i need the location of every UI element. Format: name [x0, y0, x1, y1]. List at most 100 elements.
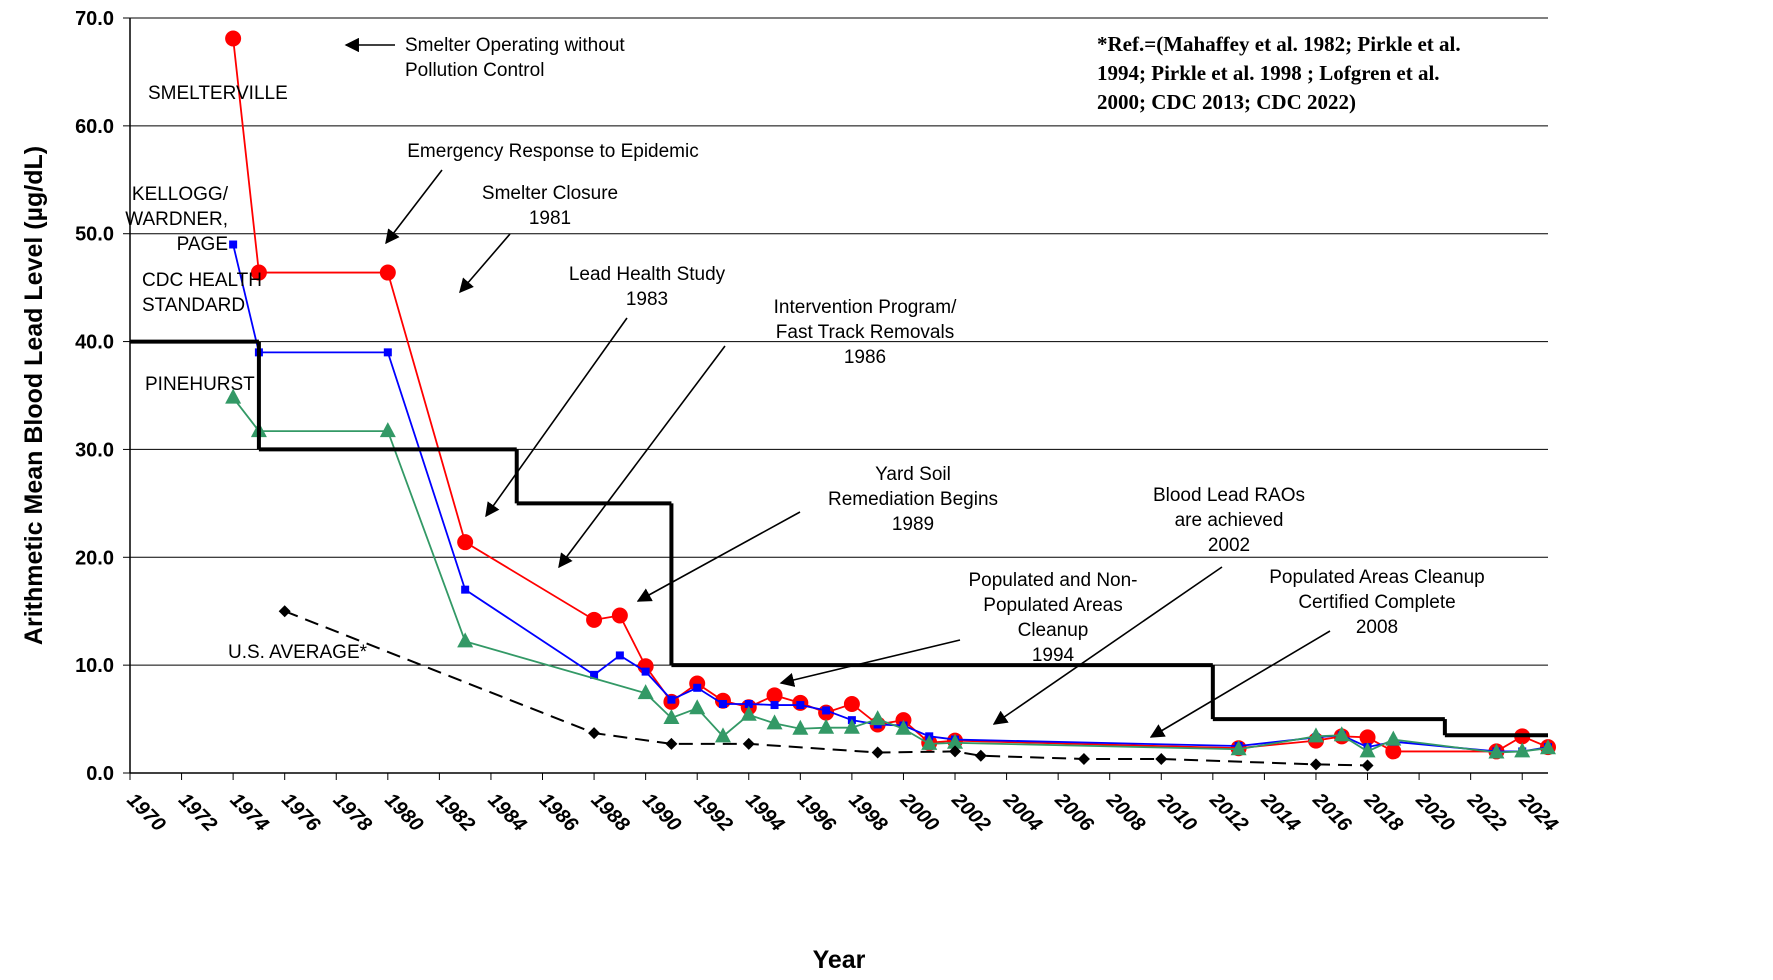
annotation: Smelter Operating without Pollution Cont…: [405, 35, 625, 81]
arrow: [558, 345, 726, 569]
arrow: [779, 639, 961, 687]
marker: [766, 687, 783, 704]
marker: [740, 705, 757, 721]
marker: [693, 683, 702, 692]
series-label: U.S. AVERAGE*: [228, 642, 368, 663]
arrow: [459, 233, 511, 294]
x-tick-label: 2000: [895, 788, 943, 836]
marker: [1155, 752, 1168, 765]
marker: [1385, 743, 1402, 760]
series-label: KELLOGG/ WARDNER, PAGE: [125, 184, 228, 255]
marker: [663, 708, 680, 724]
marker: [822, 706, 831, 715]
marker: [1359, 742, 1376, 758]
marker: [792, 719, 809, 735]
marker: [974, 749, 987, 762]
marker: [586, 611, 603, 628]
marker: [278, 605, 291, 618]
marker: [869, 710, 886, 726]
y-axis-title: Arithmetic Mean Blood Lead Level (µg/dL): [20, 146, 48, 645]
marker: [461, 585, 470, 594]
x-tick-label: 1988: [587, 789, 635, 837]
x-tick-label: 1976: [277, 789, 325, 837]
series-line: [284, 610, 1368, 767]
marker: [843, 718, 860, 734]
y-tick-label: 30.0: [75, 439, 114, 461]
marker: [843, 695, 860, 712]
marker: [742, 737, 755, 750]
annotation: Emergency Response to Epidemic: [407, 141, 699, 162]
marker: [949, 745, 962, 758]
marker: [641, 667, 650, 676]
annotation: Intervention Program/ Fast Track Removal…: [773, 297, 957, 368]
x-tick-label: 1986: [535, 789, 583, 837]
marker: [225, 388, 242, 404]
annotation: Populated Areas Cleanup Certified Comple…: [1269, 567, 1485, 638]
marker: [457, 632, 474, 648]
x-tick-label: 2012: [1205, 788, 1253, 836]
x-tick-label: 1990: [638, 789, 685, 836]
x-tick-label: 2004: [998, 788, 1046, 836]
arrow: [385, 169, 443, 245]
arrow: [992, 566, 1223, 725]
reference: *Ref.=(Mahaffey et al. 1982; Pirkle et a…: [1097, 32, 1461, 114]
series-label: PINEHURST: [145, 374, 255, 395]
marker: [1333, 726, 1350, 742]
marker: [1361, 759, 1374, 772]
marker: [1359, 729, 1376, 746]
arrow: [1149, 630, 1331, 738]
annotation: Blood Lead RAOs are achieved 2002: [1152, 485, 1306, 556]
marker: [637, 684, 654, 700]
marker: [457, 534, 474, 551]
x-tick-label: 2010: [1153, 788, 1201, 836]
marker: [383, 348, 392, 357]
x-tick-label: 1998: [844, 789, 892, 837]
marker: [379, 422, 396, 438]
x-tick-label: 2020: [1411, 788, 1459, 836]
marker: [718, 699, 727, 708]
marker: [590, 670, 599, 679]
marker: [818, 718, 835, 734]
marker: [796, 701, 805, 710]
marker: [665, 737, 678, 750]
marker: [611, 607, 628, 624]
marker: [225, 30, 242, 47]
marker: [379, 264, 396, 281]
x-tick-label: 1996: [793, 789, 841, 837]
x-tick-label: 1982: [432, 789, 479, 836]
x-tick-label: 1980: [380, 789, 427, 836]
x-tick-label: 1992: [690, 789, 737, 836]
marker: [871, 746, 884, 759]
x-tick-label: 2002: [947, 788, 995, 836]
marker: [714, 727, 731, 743]
marker: [947, 733, 964, 749]
x-tick-label: 2018: [1359, 788, 1407, 836]
x-tick-label: 1994: [741, 789, 788, 836]
marker: [1488, 743, 1505, 759]
annotation: Yard Soil Remediation Begins 1989: [827, 464, 999, 535]
annotation: Populated and Non- Populated Areas Clean…: [968, 570, 1138, 666]
y-tick-label: 40.0: [75, 332, 114, 354]
x-tick-label: 2016: [1308, 788, 1356, 836]
series-label: CDC HEALTH STANDARD: [142, 270, 262, 316]
arrows: [344, 37, 1331, 738]
marker: [744, 699, 753, 708]
x-tick-label: 1970: [122, 789, 169, 836]
marker: [667, 695, 676, 704]
marker: [1540, 739, 1556, 755]
arrow: [636, 511, 801, 602]
marker: [588, 727, 601, 740]
marker: [1514, 742, 1531, 758]
marker: [1077, 752, 1090, 765]
y-tick-label: 0.0: [86, 763, 114, 785]
marker: [895, 719, 912, 735]
y-tick-label: 20.0: [75, 547, 114, 569]
marker: [1307, 727, 1324, 743]
x-tick-label: 2014: [1256, 788, 1304, 836]
marker: [770, 701, 779, 710]
x-tick-label: 1974: [226, 789, 273, 836]
x-tick-label: 2006: [1050, 788, 1098, 836]
marker: [921, 734, 938, 750]
x-tick-label: 2024: [1514, 788, 1562, 836]
